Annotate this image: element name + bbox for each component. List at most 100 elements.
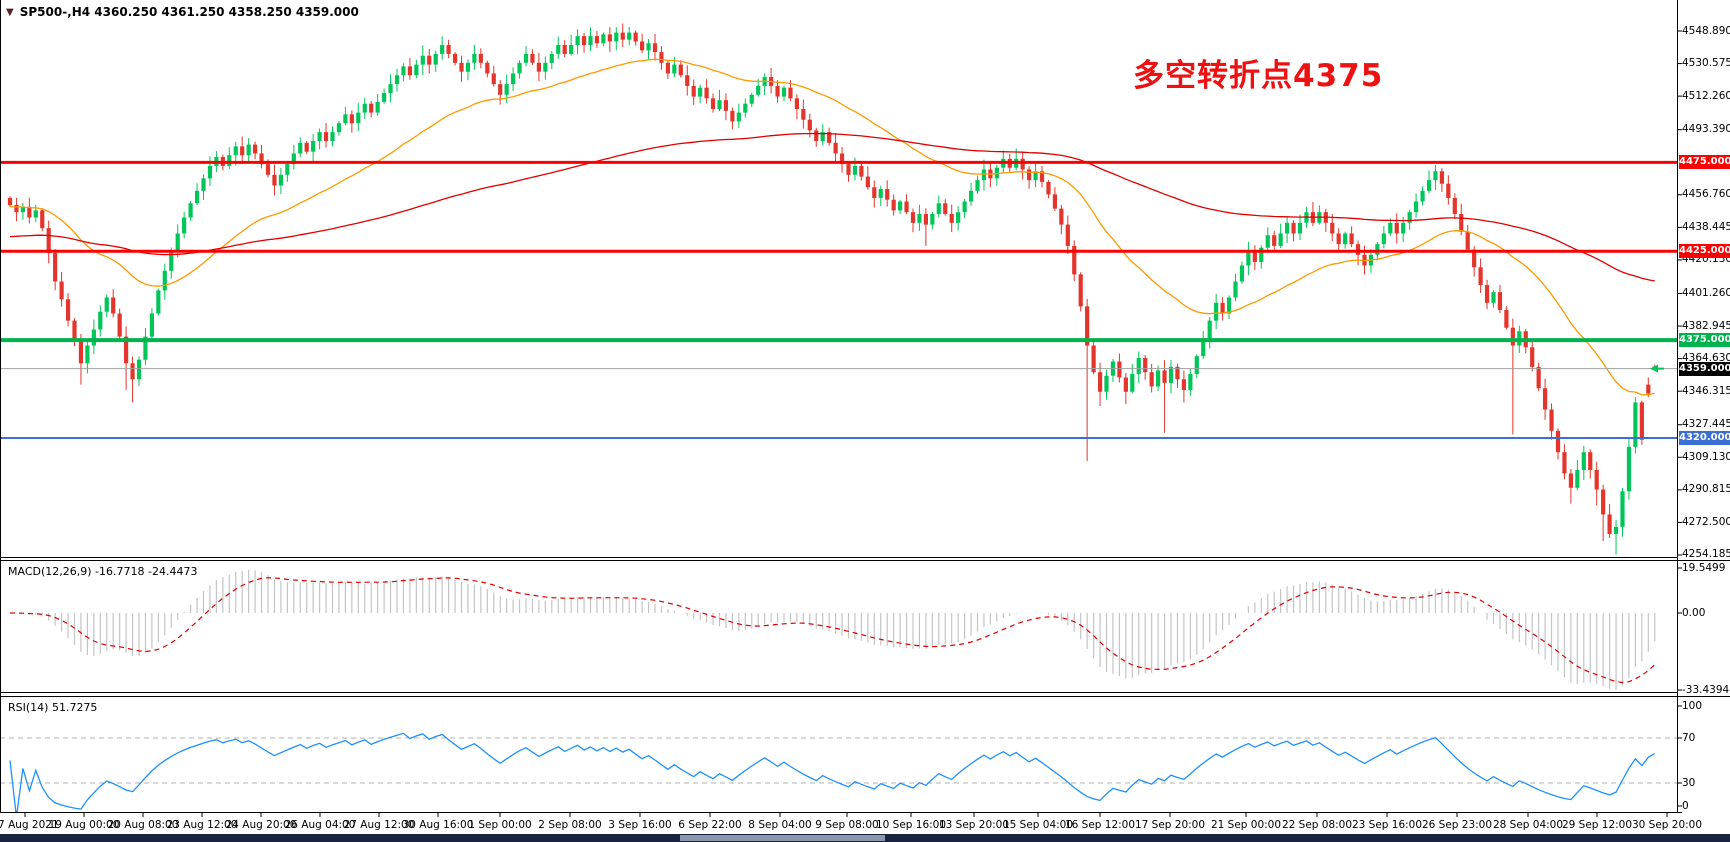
candle-body: [1291, 222, 1296, 234]
time-axis-label: 2 Sep 08:00: [538, 819, 602, 831]
candle-body: [452, 53, 458, 63]
candle-body: [72, 320, 77, 342]
price-axis-label: 4438.445: [1682, 220, 1730, 233]
candle-body: [1123, 377, 1128, 392]
rsi-line: [9, 732, 1656, 812]
candle-body: [1601, 489, 1606, 515]
candle-body: [1194, 356, 1199, 374]
candle-body: [898, 201, 903, 211]
candle-body: [1072, 245, 1077, 275]
candle-body: [427, 55, 432, 65]
candle-body: [1504, 309, 1509, 328]
candle-body: [1143, 357, 1148, 373]
candle-body: [465, 62, 471, 72]
candle-body: [1639, 402, 1644, 440]
candle-body: [1278, 233, 1283, 246]
candle-body: [175, 233, 180, 252]
candle-body: [633, 32, 638, 42]
candle-body: [1091, 345, 1096, 373]
candle-body: [1549, 409, 1554, 431]
candle-body: [194, 190, 200, 204]
candle-body: [91, 329, 96, 346]
candle-body: [104, 297, 109, 312]
candle-body: [1207, 320, 1212, 339]
candle-body: [1117, 361, 1122, 378]
time-axis-label: 8 Sep 04:00: [748, 819, 812, 831]
candle-body: [581, 36, 587, 46]
candle-body: [1020, 158, 1025, 170]
candle-body: [794, 98, 799, 110]
time-axis-label: 26 Aug 04:00: [284, 819, 356, 831]
annotation-text: 多空转折点4375: [1133, 58, 1384, 94]
time-axis-label: 20 Aug 08:00: [107, 819, 179, 831]
candle-body: [1401, 222, 1406, 234]
candle-body: [1472, 249, 1477, 268]
time-axis-label: 27 Aug 12:00: [343, 819, 415, 831]
candle-body: [278, 174, 283, 186]
candle-body: [910, 212, 916, 223]
candle-body: [788, 87, 793, 99]
price-axis-label: 4493.390: [1682, 123, 1730, 136]
rsi-panel[interactable]: [0, 732, 1677, 817]
time-axis-label: 22 Sep 08:00: [1281, 819, 1353, 831]
candle-body: [620, 32, 625, 40]
candle-body: [549, 53, 554, 63]
candle-body: [665, 62, 670, 74]
candle-body: [691, 85, 696, 97]
candle-body: [1136, 357, 1141, 374]
candle-body: [1259, 247, 1264, 262]
candle-body: [356, 112, 361, 124]
candle-body: [801, 109, 806, 120]
candle-body: [1201, 338, 1206, 357]
candle-body: [1233, 281, 1238, 298]
candle-body: [98, 311, 103, 330]
level-price-flag: 4320.000: [1679, 430, 1730, 445]
level-price-flag: 4475.000: [1679, 155, 1730, 170]
candle-body: [1239, 265, 1245, 282]
time-axis-label: 30 Aug 16:00: [402, 819, 474, 831]
candle-body: [1046, 181, 1051, 195]
candle-body: [156, 290, 161, 314]
candle-body: [1426, 180, 1432, 191]
candle-body: [40, 210, 45, 229]
candle-body: [885, 189, 890, 200]
candle-body: [1465, 231, 1470, 250]
candle-body: [646, 43, 651, 51]
candle-body: [1214, 302, 1219, 321]
candle-body: [459, 62, 464, 72]
candle-body: [130, 363, 135, 380]
candle-body: [536, 62, 541, 72]
candle-body: [1562, 452, 1567, 474]
price-axis-label: 4254.185: [1682, 548, 1730, 561]
candle-body: [1588, 452, 1593, 470]
candle-body: [478, 53, 483, 63]
candle-body: [1446, 183, 1451, 198]
candle-body: [627, 32, 632, 40]
scrollbar-thumb[interactable]: [680, 835, 885, 841]
macd-panel[interactable]: [9, 569, 1656, 690]
candle-body: [311, 141, 316, 152]
symbol-ohlc-text: SP500-,H4 4360.250 4361.250 4358.250 435…: [19, 5, 359, 19]
macd-axis-label: 0.00: [1682, 606, 1706, 619]
bottom-scrollbar[interactable]: [0, 834, 1730, 842]
candle-body: [85, 345, 90, 364]
candle-body: [1414, 201, 1419, 213]
candle-body: [343, 114, 348, 124]
candle-body: [33, 210, 38, 218]
candle-body: [962, 201, 967, 213]
candle-body: [369, 103, 374, 113]
candle-body: [878, 189, 883, 198]
candle-body: [291, 153, 296, 165]
main-price-panel[interactable]: [7, 23, 1657, 555]
candle-body: [1181, 379, 1186, 390]
candle-body: [1349, 233, 1354, 245]
price-axis-label: 4530.575: [1682, 57, 1730, 70]
candle-body: [1226, 297, 1232, 314]
time-axis-label: 13 Sep 20:00: [938, 819, 1010, 831]
symbol-dropdown-icon[interactable]: ▼: [6, 6, 14, 18]
candle-body: [981, 169, 987, 181]
rsi-axis-label: 30: [1682, 776, 1696, 789]
time-axis-label: 17 Aug 2021: [0, 819, 59, 831]
